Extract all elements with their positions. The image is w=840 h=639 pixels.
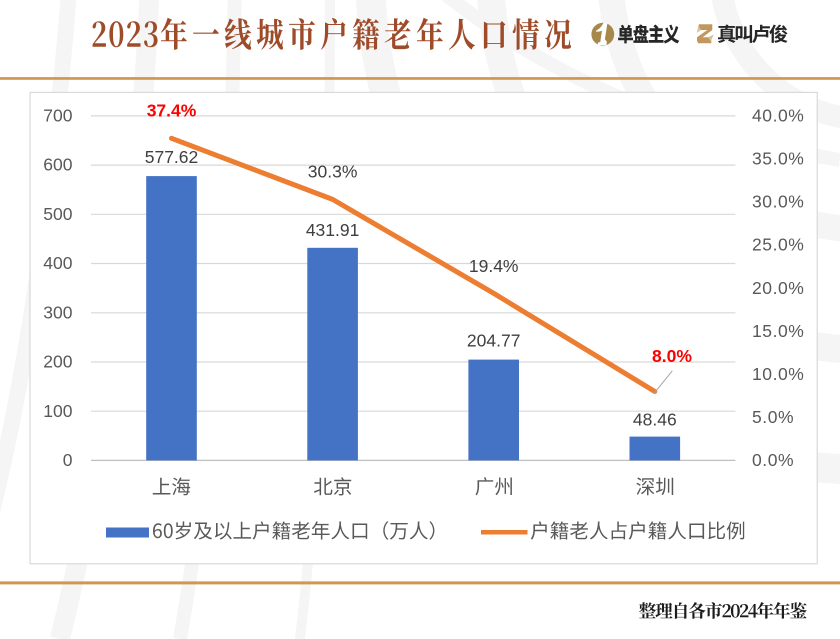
svg-text:20.0%: 20.0% [752, 278, 804, 298]
svg-text:8.0%: 8.0% [652, 346, 692, 366]
svg-text:431.91: 431.91 [306, 220, 360, 240]
svg-text:500: 500 [43, 204, 72, 224]
svg-text:30.0%: 30.0% [752, 192, 804, 212]
svg-text:10.0%: 10.0% [752, 364, 804, 384]
svg-text:577.62: 577.62 [145, 147, 199, 167]
svg-text:400: 400 [43, 253, 72, 273]
svg-text:204.77: 204.77 [467, 330, 521, 350]
svg-text:5.0%: 5.0% [752, 407, 794, 427]
svg-text:600: 600 [43, 155, 72, 175]
svg-text:35.0%: 35.0% [752, 149, 804, 169]
svg-text:25.0%: 25.0% [752, 235, 804, 255]
svg-text:0: 0 [63, 450, 73, 470]
svg-text:300: 300 [43, 302, 72, 322]
svg-text:0.0%: 0.0% [752, 450, 794, 470]
svg-text:48.46: 48.46 [633, 409, 677, 429]
svg-text:37.4%: 37.4% [147, 101, 197, 121]
svg-text:200: 200 [43, 352, 72, 372]
svg-text:15.0%: 15.0% [752, 321, 804, 341]
svg-text:30.3%: 30.3% [308, 162, 358, 182]
svg-text:100: 100 [43, 401, 72, 421]
svg-text:40.0%: 40.0% [752, 106, 804, 126]
svg-text:19.4%: 19.4% [469, 256, 519, 276]
svg-text:700: 700 [43, 106, 72, 126]
